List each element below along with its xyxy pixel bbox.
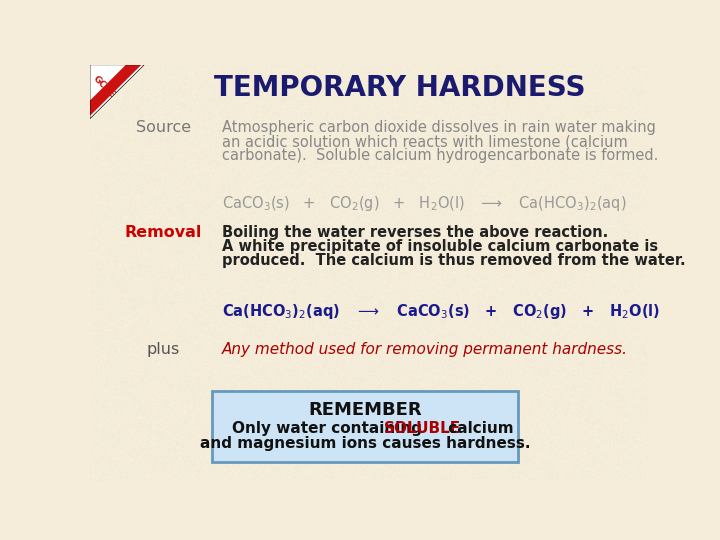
Text: Removal: Removal <box>125 225 202 240</box>
Text: Only water containing: Only water containing <box>233 421 428 436</box>
FancyBboxPatch shape <box>212 392 518 462</box>
Text: TEMPORARY HARDNESS: TEMPORARY HARDNESS <box>215 74 586 102</box>
Text: Boiling the water reverses the above reaction.: Boiling the water reverses the above rea… <box>222 225 608 240</box>
Text: produced.  The calcium is thus removed from the water.: produced. The calcium is thus removed fr… <box>222 253 685 268</box>
Text: calcium: calcium <box>444 421 514 436</box>
Polygon shape <box>90 65 125 99</box>
Text: CaCO$_3$(s)   +   CO$_2$(g)   +   H$_2$O(l)   $\longrightarrow$   Ca(HCO$_3$)$_2: CaCO$_3$(s) + CO$_2$(g) + H$_2$O(l) $\lo… <box>222 194 626 213</box>
Polygon shape <box>90 65 140 115</box>
Text: Source: Source <box>136 120 192 135</box>
Polygon shape <box>90 65 144 119</box>
Text: REMEMBER: REMEMBER <box>308 401 422 418</box>
Text: SOLUBLE: SOLUBLE <box>384 421 461 436</box>
Text: Any method used for removing permanent hardness.: Any method used for removing permanent h… <box>222 342 628 357</box>
Text: GCSE: GCSE <box>91 74 117 99</box>
Text: and magnesium ions causes hardness.: and magnesium ions causes hardness. <box>200 436 531 451</box>
Text: Atmospheric carbon dioxide dissolves in rain water making: Atmospheric carbon dioxide dissolves in … <box>222 120 656 135</box>
Text: A white precipitate of insoluble calcium carbonate is: A white precipitate of insoluble calcium… <box>222 239 658 254</box>
Text: plus: plus <box>147 342 180 357</box>
Text: carbonate).  Soluble calcium hydrogencarbonate is formed.: carbonate). Soluble calcium hydrogencarb… <box>222 148 658 163</box>
Text: an acidic solution which reacts with limestone (calcium: an acidic solution which reacts with lim… <box>222 134 628 149</box>
Text: Ca(HCO$_3$)$_2$(aq)   $\longrightarrow$   CaCO$_3$(s)   +   CO$_2$(g)   +   H$_2: Ca(HCO$_3$)$_2$(aq) $\longrightarrow$ Ca… <box>222 302 660 321</box>
